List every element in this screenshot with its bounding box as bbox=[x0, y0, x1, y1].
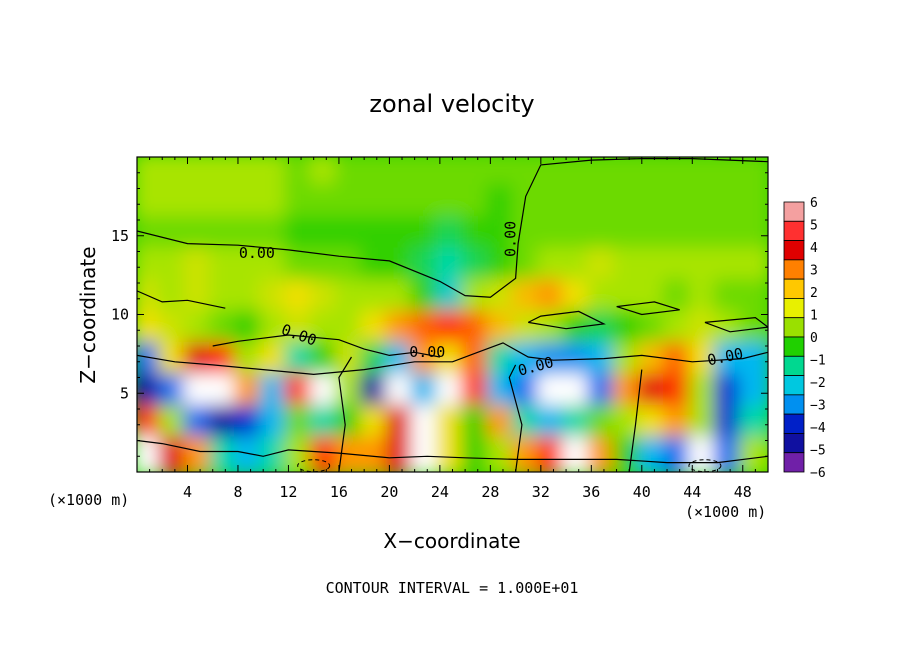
x-tick-label: 24 bbox=[431, 483, 449, 501]
colorbar-tick-label: −4 bbox=[810, 421, 826, 436]
colorbar-swatch bbox=[783, 452, 805, 473]
x-unit-right: (×1000 m) bbox=[685, 503, 766, 521]
x-tick-label: 12 bbox=[279, 483, 297, 501]
y-axis: 5 10 15 bbox=[111, 172, 768, 457]
x-tick-label: 4 bbox=[183, 483, 192, 501]
y-tick-label: 10 bbox=[111, 306, 129, 324]
x-tick-label: 32 bbox=[532, 483, 550, 501]
colorbar-swatch bbox=[783, 201, 805, 222]
colorbar-tick-label: 4 bbox=[810, 241, 818, 256]
contour-line bbox=[628, 369, 643, 472]
colorbar-swatch bbox=[783, 298, 805, 319]
negative-contour bbox=[688, 459, 722, 472]
x-tick-label: 48 bbox=[734, 483, 752, 501]
colorbar-swatch bbox=[783, 355, 805, 376]
x-unit-left: (×1000 m) bbox=[48, 491, 129, 509]
contour-line bbox=[527, 310, 606, 330]
colorbar-tick-label: −5 bbox=[810, 444, 826, 459]
colorbar-swatch bbox=[783, 375, 805, 396]
colorbar-swatch bbox=[783, 413, 805, 434]
colorbar-tick-label: 2 bbox=[810, 286, 818, 301]
colorbar-tick-label: 6 bbox=[810, 196, 818, 211]
colorbar-swatch bbox=[783, 220, 805, 241]
colorbar-tick-label: 3 bbox=[810, 264, 818, 279]
x-tick-label: 20 bbox=[380, 483, 398, 501]
contour-interval-note: CONTOUR INTERVAL = 1.000E+01 bbox=[326, 579, 579, 597]
x-tick-label: 16 bbox=[330, 483, 348, 501]
contour-line bbox=[137, 439, 768, 464]
colorbar: 6 5 4 3 2 1 0 −1 −2 −3 −4 −5 −6 bbox=[783, 196, 826, 481]
colorbar-swatch bbox=[783, 394, 805, 415]
x-axis: 4 8 12 16 20 24 28 32 36 40 44 48 bbox=[149, 157, 756, 501]
y-axis-label: Z−coordinate bbox=[76, 246, 100, 383]
contour-line bbox=[212, 334, 441, 358]
colorbar-tick-label: 5 bbox=[810, 219, 818, 234]
contour-line bbox=[616, 301, 680, 316]
contour-label: 0.00 bbox=[409, 343, 445, 361]
colorbar-swatch bbox=[783, 336, 805, 357]
contour-line bbox=[338, 356, 353, 472]
x-tick-label: 40 bbox=[633, 483, 651, 501]
x-tick-label: 8 bbox=[233, 483, 242, 501]
colorbar-tick-label: 0 bbox=[810, 331, 818, 346]
heatmap-cell bbox=[738, 436, 768, 472]
colorbar-swatch bbox=[783, 317, 805, 338]
colorbar-tick-label: −6 bbox=[810, 466, 826, 481]
colorbar-swatch bbox=[783, 259, 805, 280]
y-tick-label: 5 bbox=[120, 384, 129, 402]
chart-title: zonal velocity bbox=[369, 90, 534, 118]
colorbar-tick-label: 1 bbox=[810, 309, 818, 324]
contour-line bbox=[704, 316, 768, 333]
y-tick-label: 15 bbox=[111, 227, 129, 245]
colorbar-swatch bbox=[783, 433, 805, 454]
colorbar-tick-label: −3 bbox=[810, 399, 826, 414]
contour-label: 0.00 bbox=[502, 221, 520, 257]
contour-line bbox=[508, 364, 523, 472]
contour-line bbox=[137, 290, 226, 309]
contour-label: 0.00 bbox=[239, 244, 275, 262]
x-tick-label: 28 bbox=[481, 483, 499, 501]
colorbar-tick-label: −1 bbox=[810, 354, 826, 369]
colorbar-tick-label: −2 bbox=[810, 376, 826, 391]
plot-area bbox=[137, 157, 768, 472]
contour-line bbox=[137, 342, 768, 376]
x-axis-label: X−coordinate bbox=[383, 529, 520, 553]
negative-contour bbox=[297, 459, 331, 472]
colorbar-swatch bbox=[783, 278, 805, 299]
contour-line bbox=[137, 158, 768, 298]
colorbar-swatch bbox=[783, 240, 805, 261]
x-tick-label: 44 bbox=[683, 483, 701, 501]
x-tick-label: 36 bbox=[582, 483, 600, 501]
